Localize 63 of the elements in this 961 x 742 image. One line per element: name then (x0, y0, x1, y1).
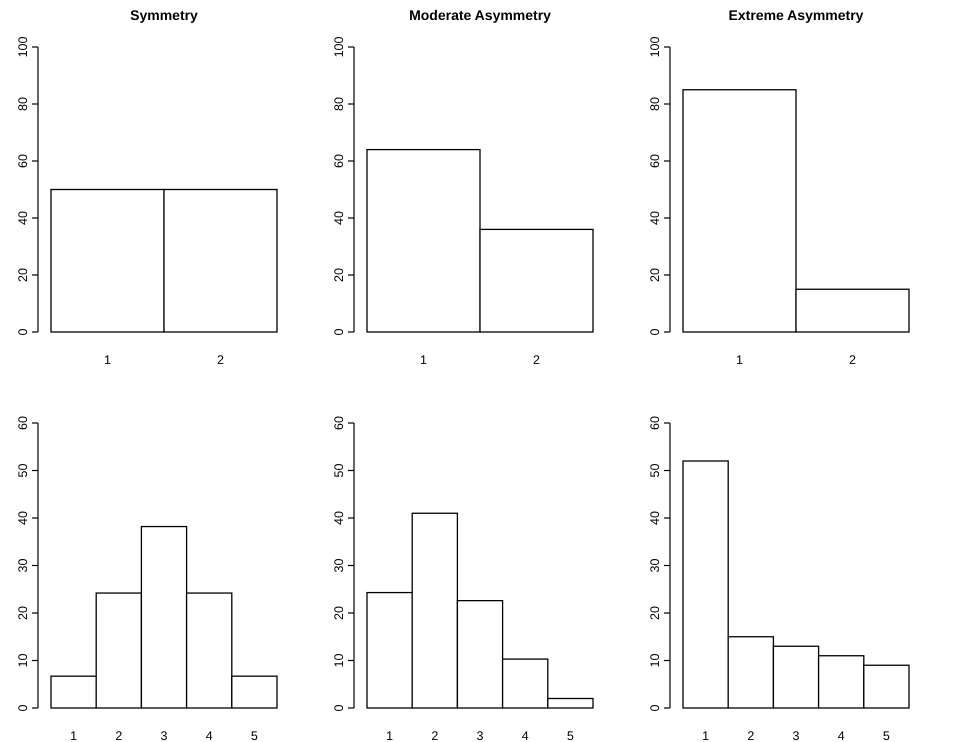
y-tick-label: 40 (16, 211, 30, 225)
x-tick-label: 4 (522, 729, 529, 742)
y-tick-label: 0 (648, 328, 662, 336)
x-tick-label: 4 (838, 729, 845, 742)
y-tick-label: 100 (648, 36, 662, 58)
y-tick-label: 60 (16, 416, 30, 430)
y-tick-label: 0 (648, 704, 662, 712)
y-tick-label: 40 (648, 211, 662, 225)
chart-title: Extreme Asymmetry (728, 7, 864, 23)
y-tick-label: 50 (16, 464, 30, 478)
y-tick-label: 100 (16, 36, 30, 58)
x-tick-label: 2 (849, 353, 856, 367)
x-tick-label: 2 (747, 729, 754, 742)
x-tick-label: 4 (206, 729, 213, 742)
y-tick-label: 40 (648, 511, 662, 525)
x-tick-label: 5 (882, 729, 890, 742)
y-tick-label: 20 (332, 606, 346, 620)
chart-title: Moderate Asymmetry (409, 7, 552, 23)
y-tick-label: 20 (332, 268, 346, 282)
y-tick-label: 30 (332, 558, 346, 572)
x-tick-label: 1 (702, 729, 710, 742)
y-tick-label: 60 (648, 416, 662, 430)
x-tick-label: 2 (115, 729, 122, 742)
x-tick-label: 2 (217, 353, 224, 367)
y-tick-label: 80 (16, 97, 30, 111)
y-tick-label: 0 (332, 704, 346, 712)
x-tick-label: 2 (431, 729, 438, 742)
y-tick-label: 0 (16, 704, 30, 712)
x-tick-label: 5 (566, 729, 574, 742)
y-tick-label: 40 (16, 511, 30, 525)
y-tick-label: 50 (648, 464, 662, 478)
y-tick-label: 20 (648, 268, 662, 282)
y-tick-label: 60 (332, 416, 346, 430)
x-tick-label: 2 (533, 353, 540, 367)
y-tick-label: 80 (648, 97, 662, 111)
x-tick-label: 3 (476, 729, 484, 742)
y-tick-label: 100 (332, 36, 346, 58)
y-tick-label: 20 (648, 606, 662, 620)
y-tick-label: 20 (16, 606, 30, 620)
y-tick-label: 60 (16, 154, 30, 168)
y-tick-label: 10 (332, 654, 346, 668)
y-tick-label: 60 (648, 154, 662, 168)
y-tick-label: 40 (332, 211, 346, 225)
y-tick-label: 60 (332, 154, 346, 168)
y-tick-label: 30 (16, 558, 30, 572)
y-tick-label: 40 (332, 511, 346, 525)
x-tick-label: 1 (70, 729, 78, 742)
y-tick-label: 10 (16, 654, 30, 668)
y-tick-label: 80 (332, 97, 346, 111)
x-tick-label: 3 (792, 729, 800, 742)
y-tick-label: 50 (332, 464, 346, 478)
y-tick-label: 0 (332, 328, 346, 336)
x-tick-label: 1 (420, 353, 428, 367)
chart-title: Symmetry (130, 7, 198, 23)
y-tick-label: 20 (16, 268, 30, 282)
x-tick-label: 5 (250, 729, 258, 742)
x-tick-label: 1 (104, 353, 112, 367)
y-tick-label: 0 (16, 328, 30, 336)
x-tick-label: 3 (160, 729, 168, 742)
y-tick-label: 30 (648, 558, 662, 572)
y-tick-label: 10 (648, 654, 662, 668)
x-tick-label: 1 (386, 729, 394, 742)
x-tick-label: 1 (736, 353, 744, 367)
